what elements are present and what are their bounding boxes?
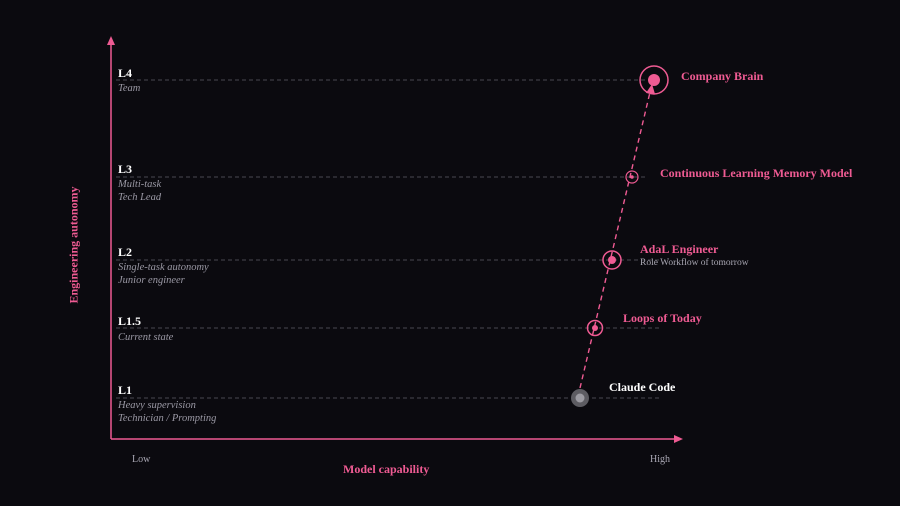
progression-arrowhead — [646, 84, 655, 94]
milestone-company-brain: Company Brain — [681, 69, 764, 83]
marker-loops-of-today — [586, 319, 604, 337]
milestone-adal-engineer: AdaL Engineer — [640, 242, 719, 256]
level-label-l3: L3 — [118, 162, 133, 176]
level-desc-l3-line1: Multi-task — [118, 179, 162, 190]
level-label-l2: L2 — [118, 245, 133, 259]
milestone-claude-code: Claude Code — [609, 380, 676, 394]
level-desc-l1-line2: Technician / Prompting — [118, 413, 217, 424]
level-desc-l1-line1: Heavy supervision — [118, 400, 196, 411]
level-label-l4: L4 — [118, 66, 133, 80]
milestone-continuous-learning: Continuous Learning Memory Model — [660, 166, 853, 180]
level-desc-l2-line2: Junior engineer — [118, 275, 185, 286]
x-axis-arrowhead — [674, 435, 683, 443]
level-desc-l3-line2: Tech Lead — [118, 192, 162, 203]
x-axis-low-label: Low — [132, 454, 151, 465]
marker-continuous-learning — [625, 170, 639, 184]
level-label-l1-5: L1.5 — [118, 314, 142, 328]
level-desc-l4-line1: Team — [118, 83, 141, 94]
milestone-adal-engineer-subtitle: Role Workflow of tomorrow — [640, 258, 749, 268]
level-desc-l2-line1: Single-task autonomy — [118, 262, 209, 273]
x-axis-title: Model capability — [343, 462, 430, 476]
y-axis-arrowhead — [107, 36, 115, 45]
marker-company-brain — [639, 65, 669, 95]
marker-adal-engineer — [602, 250, 622, 270]
level-desc-l1-5-line1: Current state — [118, 332, 174, 343]
level-label-l1: L1 — [118, 383, 133, 397]
marker-claude-code — [571, 389, 589, 407]
progression-path — [579, 87, 652, 389]
milestone-loops-of-today: Loops of Today — [623, 311, 702, 325]
x-axis-high-label: High — [650, 454, 670, 465]
y-axis-title: Engineering autonomy — [66, 186, 81, 304]
